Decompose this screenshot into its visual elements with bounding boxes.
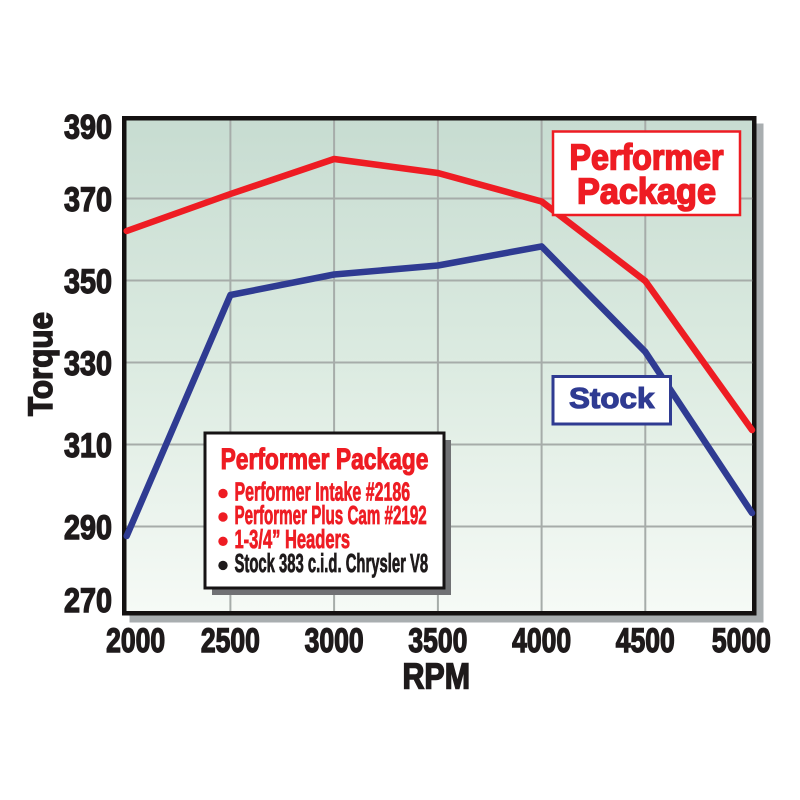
svg-text:4500: 4500	[616, 622, 675, 660]
svg-text:Performer Plus Cam #2192: Performer Plus Cam #2192	[235, 502, 427, 530]
svg-text:370: 370	[64, 181, 112, 219]
svg-text:Torque: Torque	[22, 312, 60, 416]
svg-text:Stock 383 c.i.d. Chrysler V8: Stock 383 c.i.d. Chrysler V8	[235, 550, 429, 578]
svg-text:290: 290	[64, 509, 112, 547]
svg-text:2000: 2000	[106, 622, 165, 660]
svg-text:Performer: Performer	[570, 138, 724, 178]
svg-text:330: 330	[64, 345, 112, 383]
svg-text:4000: 4000	[512, 622, 571, 660]
svg-text:3000: 3000	[305, 622, 364, 660]
svg-text:5000: 5000	[712, 622, 771, 660]
svg-text:1-3/4” Headers: 1-3/4” Headers	[235, 526, 351, 554]
svg-text:2500: 2500	[201, 622, 260, 660]
svg-text:270: 270	[64, 582, 112, 620]
svg-text:3500: 3500	[408, 622, 467, 660]
svg-text:RPM: RPM	[403, 656, 471, 697]
svg-text:Performer Intake #2186: Performer Intake #2186	[235, 478, 411, 506]
svg-text:Package: Package	[577, 172, 716, 212]
svg-text:390: 390	[64, 109, 112, 147]
svg-text:Stock: Stock	[569, 382, 655, 414]
svg-text:Performer Package: Performer Package	[221, 443, 429, 476]
svg-text:310: 310	[64, 427, 112, 465]
svg-text:350: 350	[64, 263, 112, 301]
